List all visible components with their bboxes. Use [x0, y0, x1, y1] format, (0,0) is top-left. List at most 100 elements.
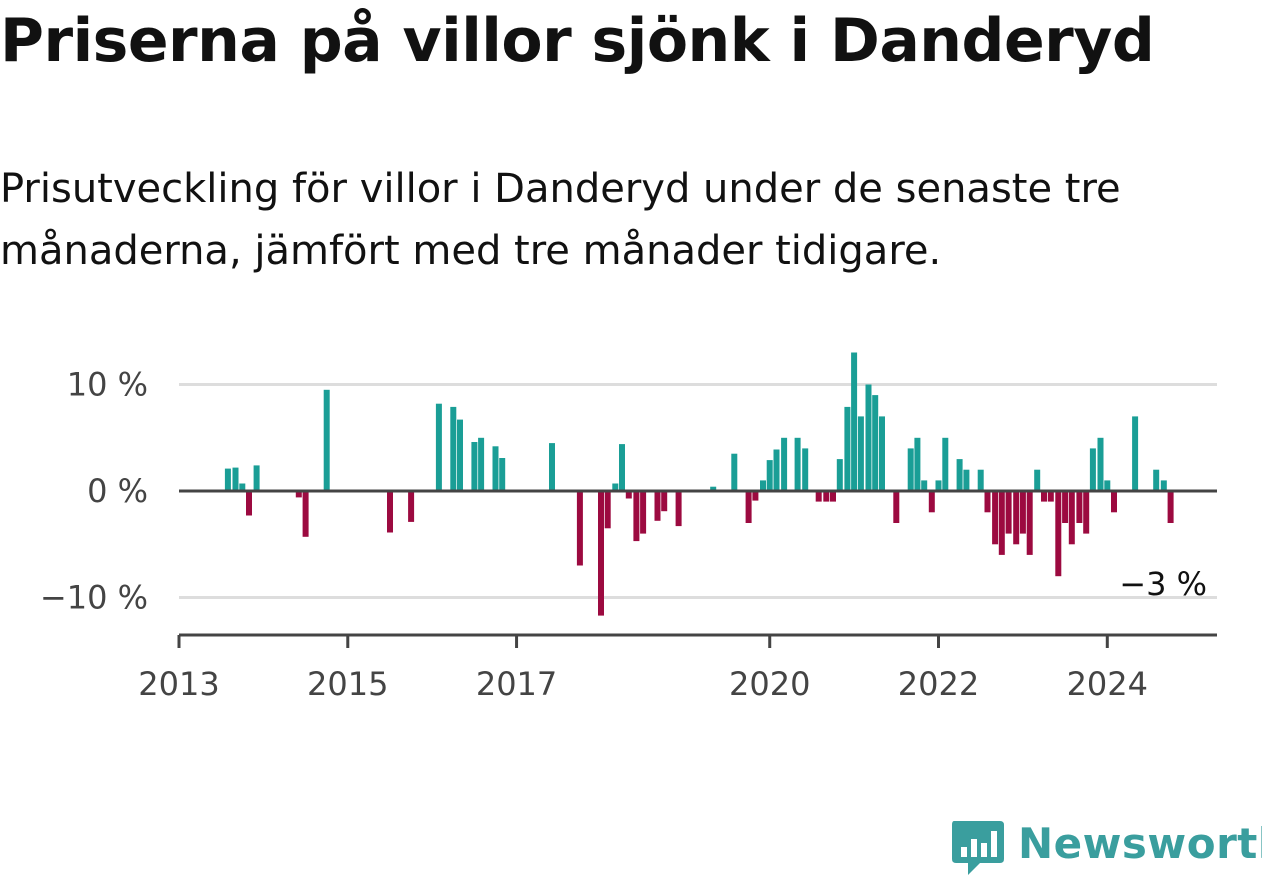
- bar: [914, 437, 921, 492]
- bar: [836, 459, 843, 491]
- bar: [773, 449, 780, 491]
- y-tick-label: −10 %: [40, 579, 148, 617]
- brand-logo: Newsworthy: [950, 819, 1262, 877]
- bar: [492, 446, 499, 491]
- bar: [802, 448, 809, 491]
- bar: [661, 491, 668, 512]
- bar: [1055, 491, 1062, 577]
- bar: [1153, 469, 1160, 491]
- bar: [435, 403, 442, 491]
- bar: [1062, 491, 1069, 523]
- gridlines: [179, 383, 1217, 599]
- bar: [633, 491, 640, 542]
- bar: [471, 442, 478, 491]
- x-tick-label: 2024: [1067, 665, 1148, 703]
- bar: [640, 491, 647, 534]
- y-tick-label: 10 %: [67, 366, 148, 404]
- bar: [760, 480, 766, 491]
- labels: 10 % 0 % −10 % 2013 2015 2017 2020 2022 2024 −3 %: [40, 366, 1207, 704]
- bar: [851, 352, 858, 491]
- bar: [323, 389, 330, 491]
- bar: [731, 453, 738, 491]
- bar: [1068, 491, 1075, 545]
- x-tick-label: 2022: [898, 665, 979, 703]
- bar: [893, 491, 900, 523]
- bar: [408, 491, 415, 522]
- bar: [921, 480, 928, 491]
- bar: [956, 459, 963, 491]
- bar: [1097, 437, 1104, 492]
- bar: [857, 416, 864, 491]
- bar: [1005, 491, 1012, 534]
- bar: [604, 491, 611, 529]
- chart-title: Priserna på villor sjönk i Danderyd: [0, 6, 1155, 76]
- bar: [1026, 491, 1033, 555]
- bar: [295, 491, 302, 498]
- bar: [246, 491, 252, 516]
- x-tick-label: 2017: [476, 665, 557, 703]
- bar: [928, 491, 935, 513]
- bar: [823, 491, 830, 502]
- bar: [992, 491, 999, 545]
- bar: [625, 491, 632, 499]
- bar: [1111, 491, 1117, 513]
- bar: [499, 458, 506, 491]
- bar: [1076, 491, 1083, 523]
- bar: [830, 491, 836, 502]
- bar: [654, 491, 661, 521]
- bar: [710, 486, 717, 491]
- bar: [794, 437, 801, 492]
- bar: [1132, 416, 1139, 491]
- bar: [1167, 491, 1174, 523]
- bar: [598, 491, 604, 616]
- bar: [576, 491, 583, 566]
- bar: [935, 480, 942, 491]
- bar: [752, 491, 759, 501]
- x-tick-label: 2013: [138, 665, 219, 703]
- bar: [766, 460, 773, 491]
- bar: [998, 491, 1005, 555]
- bar: [232, 467, 239, 491]
- bar: [612, 483, 619, 491]
- chart-subtitle: Prisutveckling för villor i Danderyd und…: [0, 166, 1121, 274]
- bar: [675, 491, 682, 527]
- bar: [224, 468, 231, 491]
- bar: [984, 491, 991, 513]
- bar: [1083, 491, 1090, 534]
- bar: [549, 443, 555, 491]
- x-tick-label: 2015: [307, 665, 388, 703]
- bar: [977, 469, 984, 491]
- bar: [745, 491, 752, 523]
- bar: [907, 448, 914, 491]
- bar: [478, 437, 485, 492]
- bar: [387, 491, 393, 533]
- brand-name: Newsworthy: [1018, 819, 1262, 868]
- bar: [1019, 491, 1026, 534]
- bar: [781, 437, 788, 492]
- bar: [253, 465, 260, 491]
- bar: [942, 437, 949, 492]
- bar: [619, 444, 625, 491]
- bar: [1104, 480, 1111, 491]
- bar: [239, 483, 246, 491]
- bar: [1160, 480, 1167, 491]
- bars: [224, 352, 1174, 616]
- bar: [872, 395, 879, 491]
- bar: [302, 491, 309, 537]
- bar: [457, 419, 463, 491]
- bar: [450, 406, 457, 491]
- bar: [1034, 469, 1041, 491]
- bar: [1047, 491, 1054, 502]
- bar: [879, 416, 885, 491]
- bar: [1013, 491, 1020, 545]
- bar: [815, 491, 822, 502]
- last-value-label: −3 %: [1119, 565, 1207, 603]
- newsworthy-logo-icon: [952, 821, 1004, 875]
- bar: [1089, 448, 1096, 491]
- bar: [844, 406, 851, 491]
- x-tick-label: 2020: [729, 665, 810, 703]
- bar: [865, 384, 872, 491]
- axes: [177, 489, 1217, 648]
- y-tick-label: 0 %: [87, 472, 148, 510]
